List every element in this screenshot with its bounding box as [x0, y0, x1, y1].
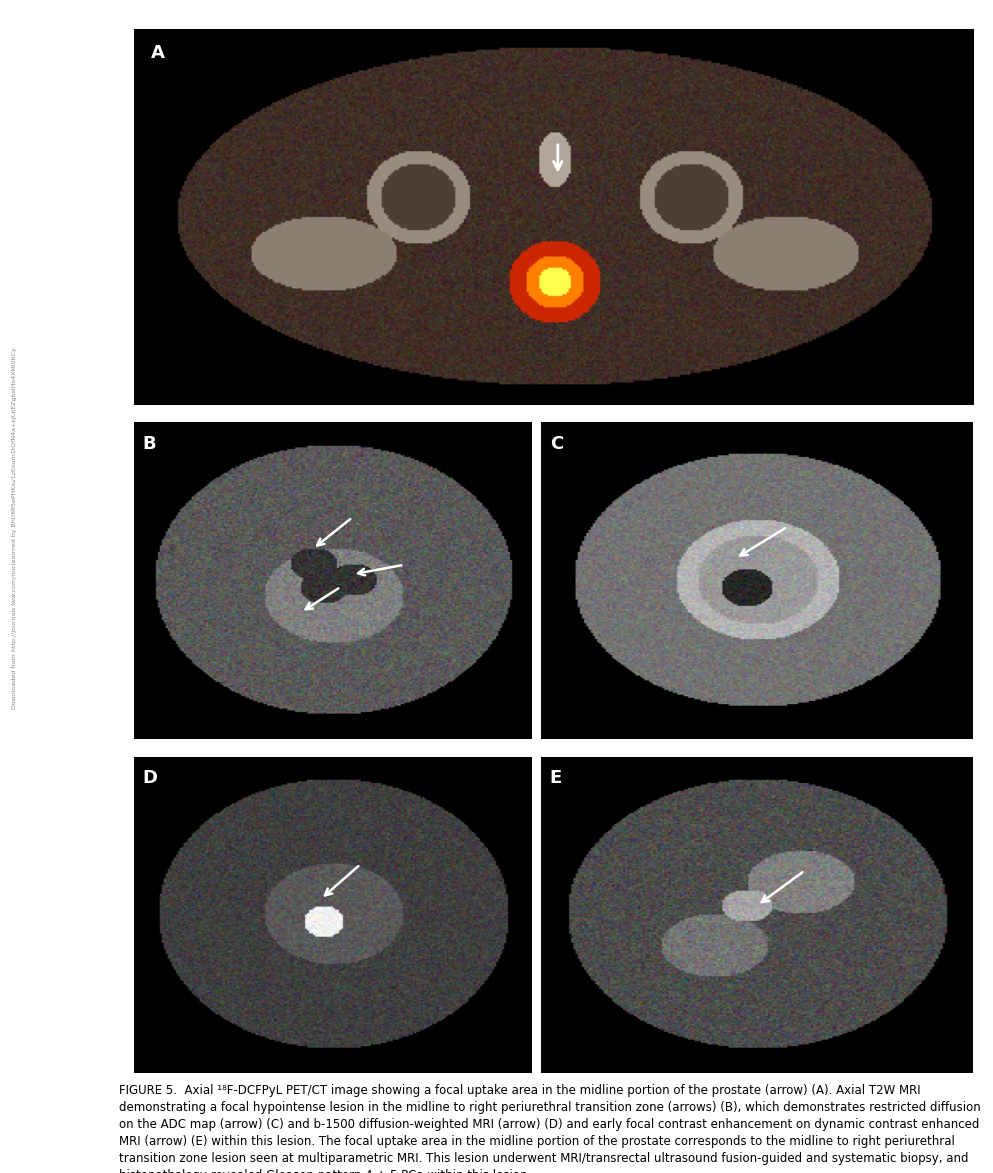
- Text: A: A: [151, 45, 165, 62]
- Text: B: B: [142, 435, 156, 453]
- Text: D: D: [142, 769, 157, 787]
- Text: FIGURE 5.  Axial ¹⁸F-DCFPyL PET/CT image showing a focal uptake area in the midl: FIGURE 5. Axial ¹⁸F-DCFPyL PET/CT image …: [119, 1084, 981, 1173]
- Text: Downloaded from http://journals.lww.com/nuclearmed by BhDMf5ePHKav1zEoum1tQfN4a+: Downloaded from http://journals.lww.com/…: [12, 347, 18, 708]
- Text: E: E: [550, 769, 562, 787]
- Text: C: C: [550, 435, 563, 453]
